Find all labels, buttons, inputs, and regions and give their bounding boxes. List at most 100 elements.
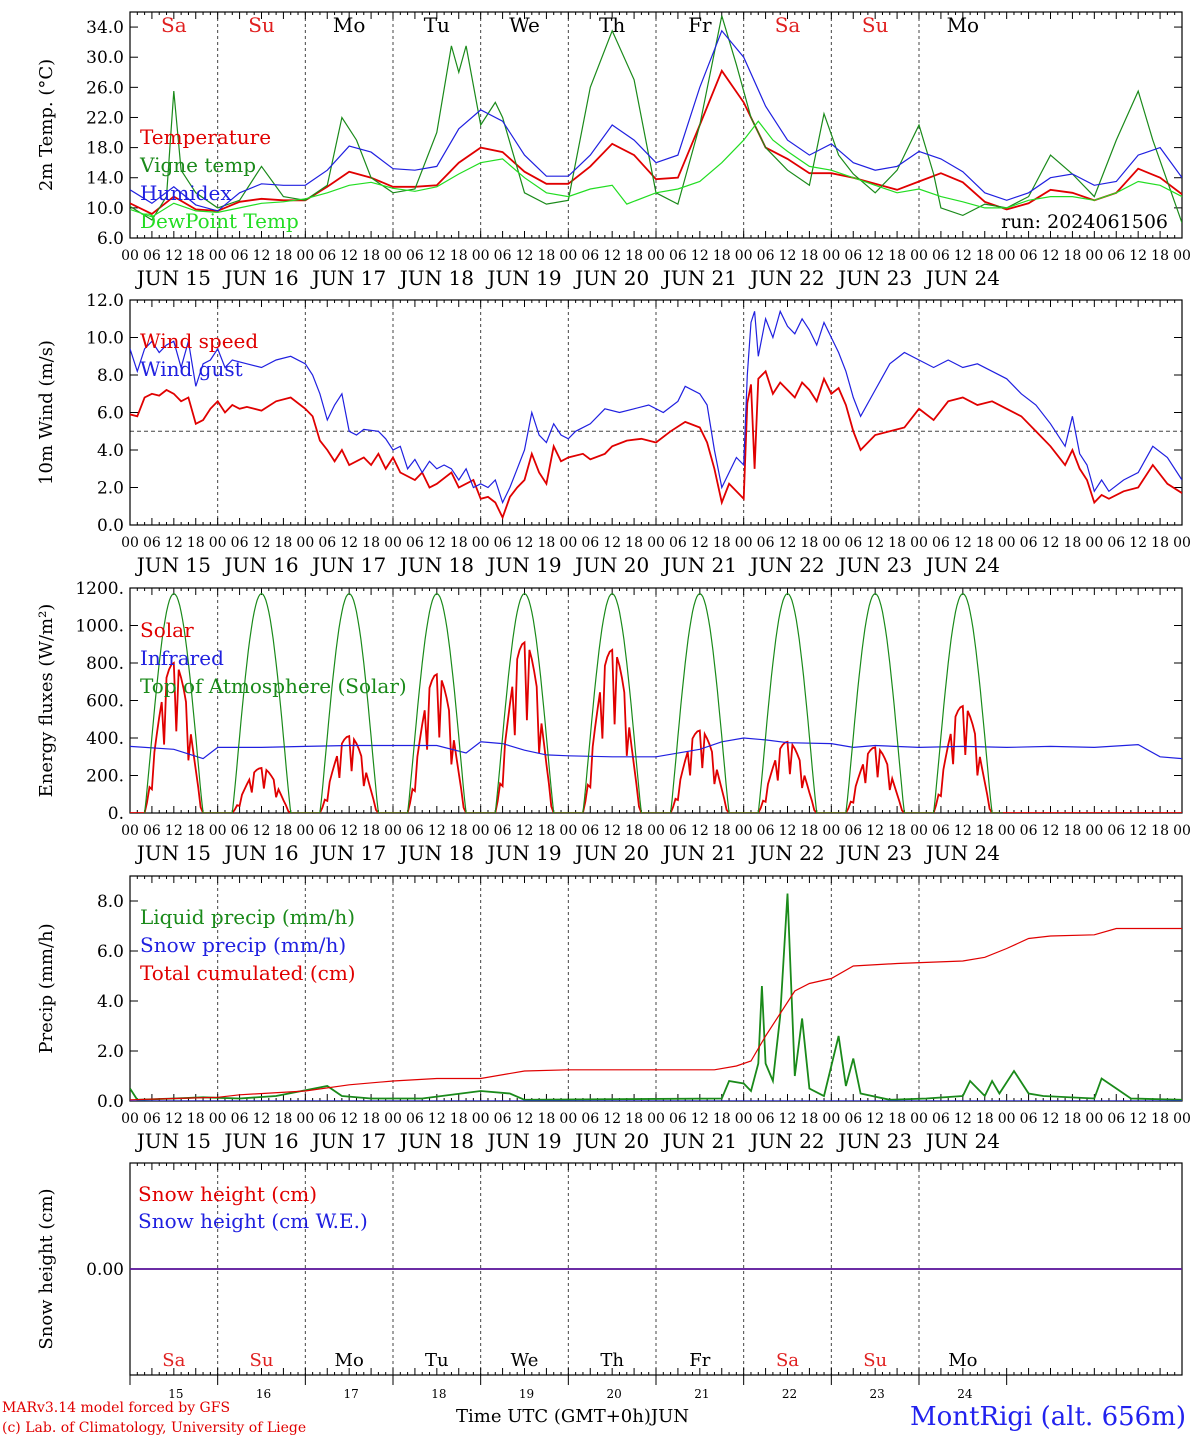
x-date-label: JUN 24	[924, 841, 1000, 865]
x-hour-label: 00	[1173, 535, 1191, 551]
x-hour-label: 06	[231, 823, 249, 839]
x-hour-label: 06	[406, 1111, 424, 1127]
x-hour-label: 00	[910, 248, 928, 264]
weekday-label: Sa	[776, 1350, 799, 1371]
x-hour-label: 12	[253, 535, 271, 551]
x-hour-label: 00	[209, 535, 227, 551]
x-hour-label: 18	[625, 823, 643, 839]
legend-entry: Snow height (cm W.E.)	[138, 1209, 368, 1233]
y-tick-label: 1200.	[75, 579, 124, 599]
x-hour-label: 06	[143, 535, 161, 551]
x-hour-label: 00	[296, 1111, 314, 1127]
y-axis-title: 10m Wind (m/s)	[36, 340, 57, 485]
x-hour-label: 18	[1151, 1111, 1169, 1127]
x-hour-label: 12	[866, 248, 884, 264]
x-hour-label: 18	[362, 248, 380, 264]
x-hour-label: 06	[844, 535, 862, 551]
x-hour-label: 06	[1107, 823, 1125, 839]
panel-1: 6.0 10.0 14.0 18.0 22.0 26.0 30.0 34.0 2m Temp. …	[36, 11, 1191, 290]
weekday-label: Th	[599, 13, 625, 37]
y-tick-label: 10.0	[86, 329, 124, 349]
x-date-label: JUN 21	[661, 553, 737, 577]
weekday-label: Tu	[425, 1350, 449, 1371]
legend-entry: Wind gust	[140, 357, 243, 381]
x-date-label: JUN 23	[836, 841, 912, 865]
y-tick-label: 2.0	[97, 1042, 124, 1062]
x-hour-label: 18	[1064, 1111, 1082, 1127]
month-label: JUN	[650, 1406, 690, 1427]
day-number-label: 23	[870, 1387, 885, 1401]
x-date-label: JUN 15	[135, 1129, 211, 1153]
x-hour-label: 06	[669, 1111, 687, 1127]
x-hour-label: 00	[910, 1111, 928, 1127]
x-hour-label: 12	[954, 248, 972, 264]
weekday-label: Su	[248, 13, 275, 37]
series-line-dewpoint-temp	[130, 120, 1182, 218]
x-hour-label: 00	[1085, 535, 1103, 551]
legend-entry: Total cumulated (cm)	[140, 961, 356, 985]
day-number-label: 22	[782, 1387, 797, 1401]
x-hour-label: 18	[976, 535, 994, 551]
weekday-label: Mo	[335, 1350, 364, 1371]
x-hour-label: 12	[165, 823, 183, 839]
x-hour-label: 18	[713, 535, 731, 551]
x-hour-label: 18	[1064, 248, 1082, 264]
x-hour-label: 18	[275, 1111, 293, 1127]
weekday-label: Su	[863, 1350, 887, 1371]
x-hour-label: 06	[318, 248, 336, 264]
x-hour-label: 00	[647, 1111, 665, 1127]
x-hour-label: 12	[603, 823, 621, 839]
x-hour-label: 00	[735, 1111, 753, 1127]
x-hour-label: 00	[822, 248, 840, 264]
y-tick-label: 6.0	[97, 942, 124, 962]
x-hour-label: 00	[647, 823, 665, 839]
y-axis-title: Snow height (cm)	[36, 1188, 57, 1349]
legend-entry: Top of Atmosphere (Solar)	[140, 674, 407, 698]
x-hour-label: 12	[340, 535, 358, 551]
x-date-label: JUN 22	[748, 841, 824, 865]
x-hour-label: 12	[165, 1111, 183, 1127]
y-tick-label: 6.0	[97, 229, 124, 249]
weekday-label: We	[509, 13, 540, 37]
x-hour-label: 06	[406, 248, 424, 264]
x-hour-label: 06	[1020, 823, 1038, 839]
x-hour-label: 06	[318, 1111, 336, 1127]
x-hour-label: 18	[801, 535, 819, 551]
model-credit: MARv3.14 model forced by GFS	[2, 1400, 231, 1416]
x-hour-label: 00	[384, 535, 402, 551]
weekday-label: Mo	[333, 13, 366, 37]
x-hour-label: 00	[1173, 1111, 1191, 1127]
x-hour-label: 12	[954, 1111, 972, 1127]
legend-entry: Snow height (cm)	[138, 1182, 317, 1206]
weekday-label: Sa	[162, 1350, 185, 1371]
series-line-infrared	[130, 737, 1182, 760]
x-date-label: JUN 17	[310, 841, 386, 865]
x-hour-label: 12	[866, 1111, 884, 1127]
x-hour-label: 00	[472, 535, 490, 551]
legend-entry: Infrared	[140, 646, 224, 670]
x-hour-label: 06	[494, 248, 512, 264]
x-hour-label: 00	[1085, 1111, 1103, 1127]
y-tick-label: 0.0	[97, 516, 124, 536]
run-label: run: 2024061506	[1001, 211, 1168, 233]
x-date-label: JUN 20	[573, 1129, 649, 1153]
legend-entry: Vigne temp	[139, 153, 256, 177]
x-date-label: JUN 20	[573, 266, 649, 290]
x-hour-label: 18	[976, 1111, 994, 1127]
x-hour-label: 06	[231, 535, 249, 551]
weekday-label: Su	[862, 13, 889, 37]
x-hour-label: 18	[625, 1111, 643, 1127]
x-hour-label: 06	[318, 535, 336, 551]
y-axis-title: Precip (mm/h)	[36, 923, 57, 1053]
station-label: MontRigi (alt. 656m)	[910, 1402, 1186, 1432]
x-date-label: JUN 16	[222, 553, 298, 577]
y-tick-label: 26.0	[86, 78, 124, 98]
y-tick-label: 4.0	[97, 441, 124, 461]
legend-entry: Solar	[140, 618, 194, 642]
series-line-humidex	[130, 29, 1182, 212]
x-hour-label: 18	[625, 248, 643, 264]
y-tick-label: 22.0	[86, 108, 124, 128]
x-hour-label: 06	[143, 1111, 161, 1127]
x-hour-label: 00	[209, 248, 227, 264]
x-date-label: JUN 18	[398, 1129, 474, 1153]
